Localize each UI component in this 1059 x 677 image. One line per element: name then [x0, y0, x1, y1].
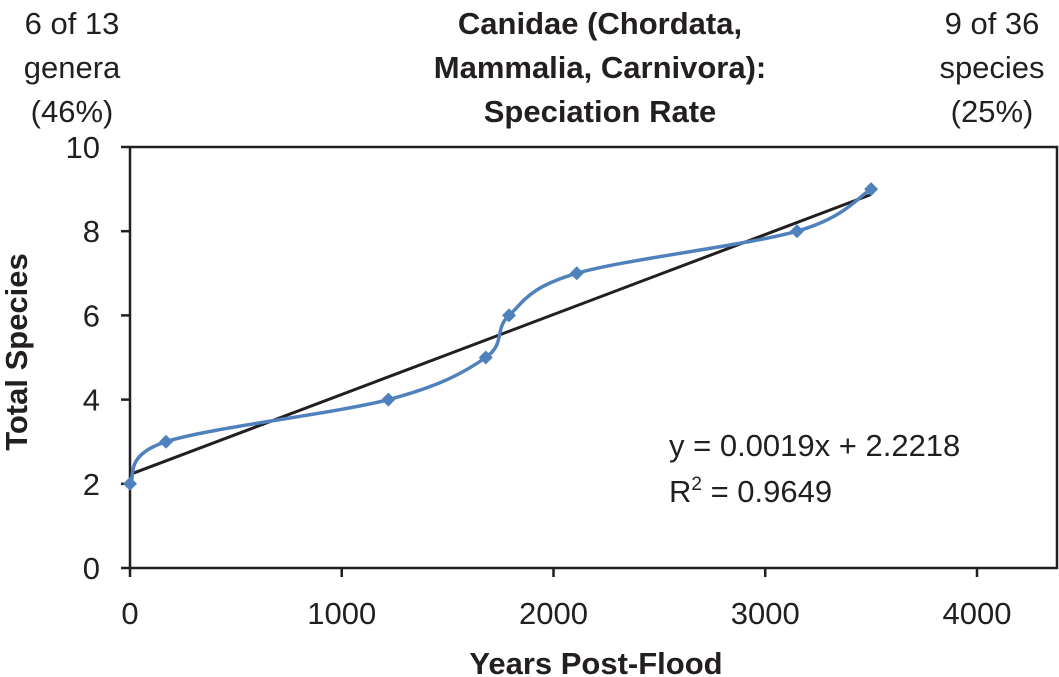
genera-note-line-3: (46%) — [30, 94, 114, 129]
genera-note: 6 of 13 genera (46%) — [2, 2, 142, 134]
y-tick-label: 8 — [83, 214, 100, 249]
y-tick-label: 10 — [66, 130, 100, 165]
chart-title-line-2: Mammalia, Carnivora): — [433, 50, 767, 85]
y-tick-label: 4 — [83, 383, 100, 418]
data-point — [790, 224, 805, 239]
chart-title: Canidae (Chordata, Mammalia, Carnivora):… — [330, 2, 870, 134]
y-axis: 0 2 4 6 8 10 — [66, 130, 130, 586]
chart-title-line-1: Canidae (Chordata, — [457, 6, 743, 41]
species-note-line-3: (25%) — [950, 94, 1034, 129]
r-squared-label: R2 = 0.9649 — [669, 474, 832, 509]
species-note: 9 of 36 species (25%) — [927, 2, 1057, 134]
genera-note-line-1: 6 of 13 — [24, 6, 120, 41]
y-tick-label: 6 — [83, 298, 100, 333]
r-squared-value: = 0.9649 — [702, 474, 832, 509]
data-point — [158, 434, 173, 449]
x-tick-label: 2000 — [519, 596, 588, 631]
x-tick-label: 4000 — [943, 596, 1012, 631]
x-tick-label: 1000 — [307, 596, 376, 631]
data-point — [569, 266, 584, 281]
data-point — [864, 182, 879, 197]
plot-frame — [128, 145, 1059, 570]
series-layer — [123, 182, 879, 491]
trendline-equation: y = 0.0019x + 2.2218 — [669, 428, 960, 463]
data-point — [381, 392, 396, 407]
x-tick-label: 3000 — [731, 596, 800, 631]
r-squared-superscript: 2 — [691, 474, 702, 495]
data-point — [123, 476, 137, 491]
data-point — [502, 308, 517, 323]
y-tick-label: 0 — [83, 551, 100, 586]
species-note-line-1: 9 of 36 — [944, 6, 1040, 41]
data-point — [478, 350, 493, 365]
series-line — [128, 187, 873, 485]
y-axis-title: Total Species — [0, 253, 34, 451]
x-axis-title: Years Post-Flood — [469, 646, 722, 677]
r-squared-letter: R — [669, 474, 691, 509]
chart-title-line-3: Speciation Rate — [483, 94, 717, 129]
species-note-line-2: species — [939, 50, 1045, 85]
genera-note-line-2: genera — [23, 50, 121, 85]
x-axis: 0 1000 2000 3000 4000 — [121, 568, 1011, 631]
y-tick-label: 2 — [83, 467, 100, 502]
x-tick-label: 0 — [121, 596, 138, 631]
